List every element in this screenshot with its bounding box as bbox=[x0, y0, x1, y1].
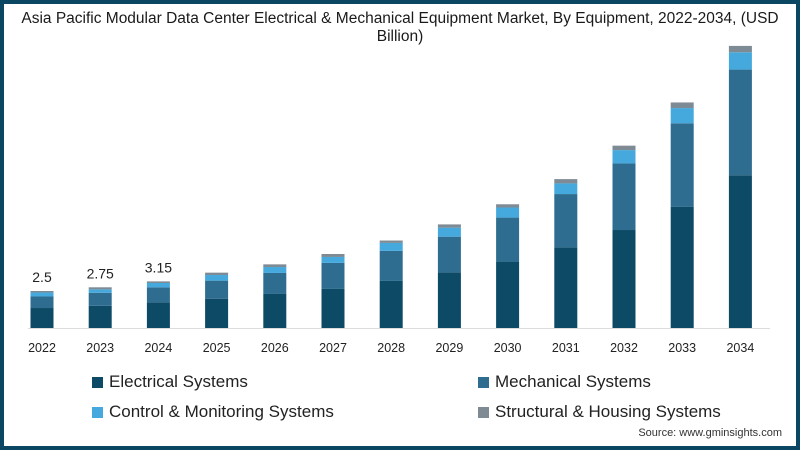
x-tick-label: 2028 bbox=[377, 341, 405, 355]
bar-segment-control-monitoring-systems-2033 bbox=[670, 108, 694, 124]
x-tick-label: 2034 bbox=[726, 341, 754, 355]
bar-segment-electrical-systems-2029 bbox=[437, 272, 461, 328]
data-label: 2.75 bbox=[87, 265, 114, 281]
bar-segment-electrical-systems-2025 bbox=[205, 298, 229, 328]
data-label: 3.15 bbox=[145, 259, 172, 275]
bar-segment-electrical-systems-2034 bbox=[728, 175, 752, 328]
bar-segment-electrical-systems-2027 bbox=[321, 288, 345, 328]
legend-control: Control & Monitoring Systems bbox=[92, 402, 334, 422]
bar-segment-control-monitoring-systems-2029 bbox=[437, 227, 461, 237]
bar-segment-mechanical-systems-2032 bbox=[612, 163, 636, 231]
bar-segment-structural-housing-systems-2023 bbox=[88, 287, 112, 290]
bar-segment-mechanical-systems-2022 bbox=[30, 296, 54, 309]
bar-segment-structural-housing-systems-2027 bbox=[321, 254, 345, 257]
x-tick-label: 2023 bbox=[86, 341, 114, 355]
x-tick-label: 2022 bbox=[28, 341, 56, 355]
bar-segment-mechanical-systems-2024 bbox=[146, 287, 170, 303]
bar-segment-control-monitoring-systems-2022 bbox=[30, 292, 54, 297]
legend-label: Electrical Systems bbox=[109, 372, 248, 391]
bar-segment-structural-housing-systems-2029 bbox=[437, 224, 461, 228]
bar-segment-mechanical-systems-2027 bbox=[321, 262, 345, 289]
bar-segment-structural-housing-systems-2025 bbox=[205, 272, 229, 276]
bar-segment-electrical-systems-2024 bbox=[146, 302, 170, 328]
x-tick-label: 2032 bbox=[610, 341, 638, 355]
legend-structural: Structural & Housing Systems bbox=[478, 402, 721, 422]
legend-swatch-control bbox=[92, 406, 103, 418]
bar-segment-structural-housing-systems-2032 bbox=[612, 145, 636, 151]
bar-segment-structural-housing-systems-2028 bbox=[379, 240, 403, 243]
legend-label: Mechanical Systems bbox=[495, 372, 651, 391]
bar-segment-structural-housing-systems-2034 bbox=[728, 45, 752, 53]
bar-segment-structural-housing-systems-2033 bbox=[670, 102, 694, 109]
bar-segment-structural-housing-systems-2030 bbox=[496, 204, 520, 208]
bar-segment-mechanical-systems-2033 bbox=[670, 123, 694, 207]
x-tick-label: 2025 bbox=[203, 341, 231, 355]
x-tick-label: 2027 bbox=[319, 341, 347, 355]
bar-segment-mechanical-systems-2031 bbox=[554, 194, 578, 248]
bar-segment-electrical-systems-2023 bbox=[88, 305, 112, 328]
bar-segment-electrical-systems-2030 bbox=[496, 261, 520, 328]
bar-segment-mechanical-systems-2023 bbox=[88, 292, 112, 306]
bar-segment-structural-housing-systems-2022 bbox=[30, 291, 54, 293]
x-tick-label: 2029 bbox=[435, 341, 463, 355]
bar-segment-control-monitoring-systems-2028 bbox=[379, 242, 403, 251]
legend-label: Control & Monitoring Systems bbox=[109, 402, 334, 421]
bar-segment-structural-housing-systems-2024 bbox=[146, 281, 170, 284]
bar-segment-mechanical-systems-2026 bbox=[263, 272, 287, 294]
bar-segment-electrical-systems-2022 bbox=[30, 308, 54, 328]
legend-label: Structural & Housing Systems bbox=[495, 402, 721, 421]
x-tick-label: 2033 bbox=[668, 341, 696, 355]
bar-segment-control-monitoring-systems-2023 bbox=[88, 289, 112, 293]
bar-segment-control-monitoring-systems-2034 bbox=[728, 52, 752, 70]
x-tick-label: 2030 bbox=[494, 341, 522, 355]
bar-segment-control-monitoring-systems-2031 bbox=[554, 183, 578, 195]
bar-segment-mechanical-systems-2030 bbox=[496, 217, 520, 262]
bar-segment-mechanical-systems-2025 bbox=[205, 280, 229, 299]
bar-segment-control-monitoring-systems-2025 bbox=[205, 275, 229, 281]
bar-segment-mechanical-systems-2029 bbox=[437, 236, 461, 273]
data-label: 2.5 bbox=[32, 269, 52, 285]
legend-swatch-electrical bbox=[92, 376, 103, 388]
x-tick-label: 2026 bbox=[261, 341, 289, 355]
legend-swatch-structural bbox=[478, 406, 489, 418]
source-note: Source: www.gminsights.com bbox=[638, 427, 782, 439]
x-tick-label: 2024 bbox=[144, 341, 172, 355]
legend-swatch-mechanical bbox=[478, 376, 489, 388]
chart-title: Asia Pacific Modular Data Center Electri… bbox=[21, 10, 779, 45]
legend-mechanical: Mechanical Systems bbox=[478, 372, 651, 392]
bar-segment-electrical-systems-2031 bbox=[554, 247, 578, 328]
bar-segment-control-monitoring-systems-2032 bbox=[612, 150, 636, 164]
bar-segment-control-monitoring-systems-2026 bbox=[263, 267, 287, 273]
bar-segment-electrical-systems-2028 bbox=[379, 280, 403, 328]
x-tick-label: 2031 bbox=[552, 341, 580, 355]
bar-segment-electrical-systems-2026 bbox=[263, 293, 287, 328]
legend-electrical: Electrical Systems bbox=[92, 372, 248, 392]
bar-segment-control-monitoring-systems-2030 bbox=[496, 207, 520, 218]
bar-segment-structural-housing-systems-2031 bbox=[554, 179, 578, 184]
bar-segment-control-monitoring-systems-2024 bbox=[146, 283, 170, 288]
bar-segment-control-monitoring-systems-2027 bbox=[321, 256, 345, 263]
bar-segment-mechanical-systems-2034 bbox=[728, 69, 752, 176]
bar-segment-structural-housing-systems-2026 bbox=[263, 264, 287, 268]
bar-segment-mechanical-systems-2028 bbox=[379, 250, 403, 281]
bar-segment-electrical-systems-2032 bbox=[612, 230, 636, 328]
bar-segment-electrical-systems-2033 bbox=[670, 206, 694, 328]
